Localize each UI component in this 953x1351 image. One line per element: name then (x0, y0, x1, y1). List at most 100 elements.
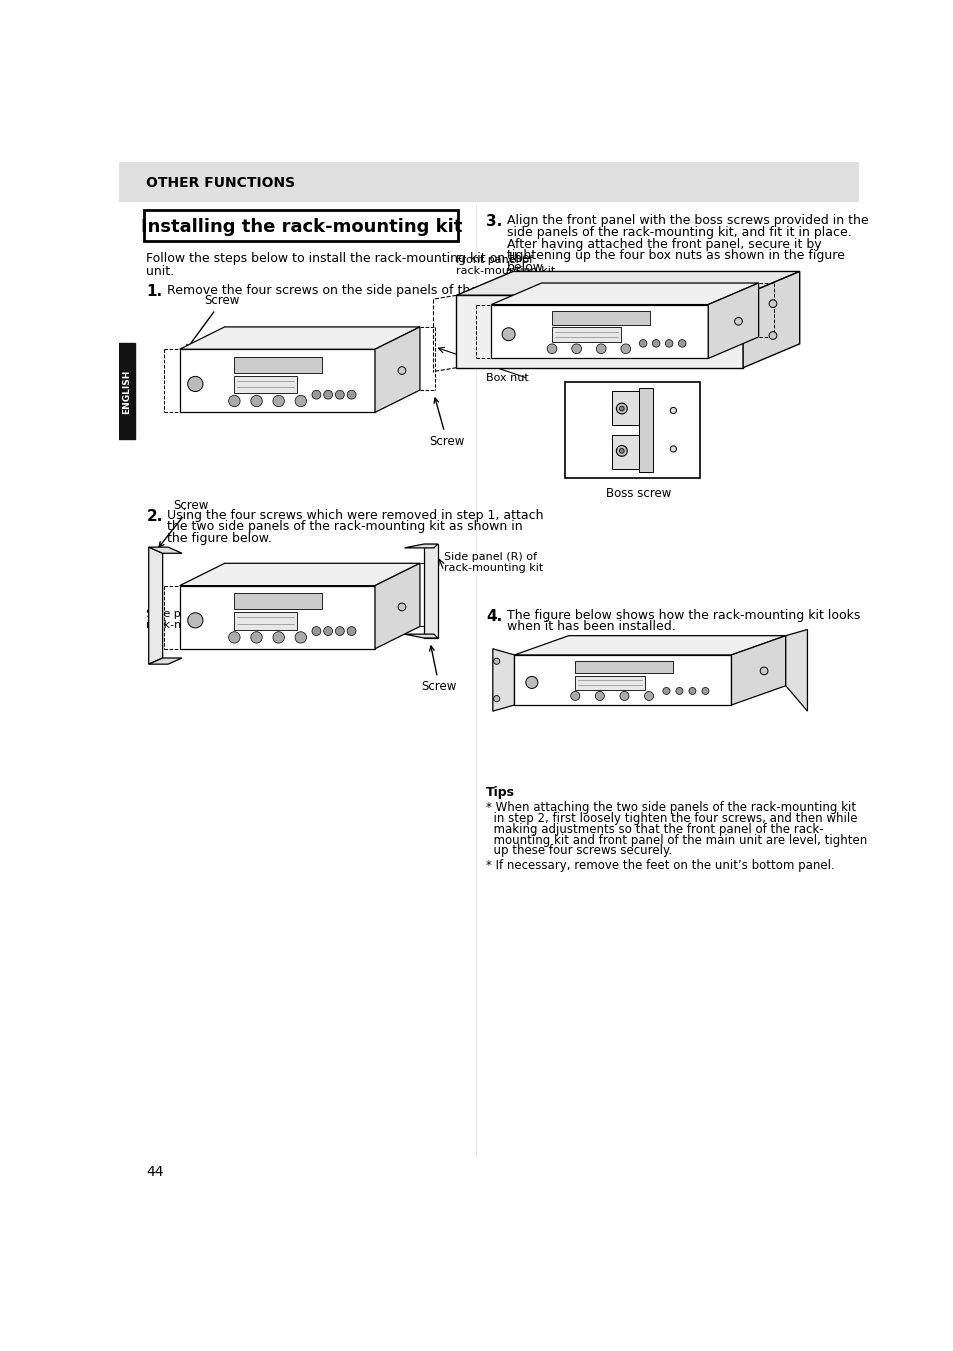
Polygon shape (234, 612, 296, 630)
Circle shape (616, 446, 627, 457)
Polygon shape (149, 658, 182, 665)
Circle shape (616, 403, 627, 413)
Bar (119, 162, 858, 200)
Polygon shape (612, 435, 639, 469)
Circle shape (229, 632, 240, 643)
Circle shape (595, 692, 604, 700)
Polygon shape (404, 634, 437, 638)
Polygon shape (731, 636, 785, 705)
Circle shape (188, 613, 203, 628)
Circle shape (273, 396, 284, 407)
Circle shape (501, 328, 515, 340)
Polygon shape (575, 661, 672, 673)
Circle shape (294, 396, 306, 407)
Circle shape (618, 407, 623, 411)
Circle shape (670, 408, 676, 413)
Circle shape (312, 390, 320, 399)
Text: side panels of the rack-mounting kit, and fit it in place.: side panels of the rack-mounting kit, an… (506, 226, 851, 239)
Text: Side panel (R) of
rack-mounting kit: Side panel (R) of rack-mounting kit (443, 551, 542, 573)
Circle shape (570, 692, 579, 700)
Polygon shape (375, 563, 419, 648)
Text: unit.: unit. (146, 265, 174, 277)
Text: Screw: Screw (159, 500, 209, 547)
Text: Installing the rack-mounting kit: Installing the rack-mounting kit (140, 218, 461, 236)
Circle shape (312, 627, 320, 635)
Circle shape (294, 632, 306, 643)
Circle shape (619, 692, 628, 700)
Circle shape (620, 345, 630, 354)
Circle shape (768, 300, 776, 308)
Text: below.: below. (506, 261, 546, 274)
Polygon shape (639, 388, 653, 471)
Polygon shape (456, 272, 799, 296)
Polygon shape (514, 655, 731, 705)
Text: in step 2, first loosely tighten the four screws, and then while: in step 2, first loosely tighten the fou… (485, 812, 857, 825)
Circle shape (639, 339, 646, 347)
Text: Screw: Screw (186, 295, 240, 350)
Polygon shape (404, 544, 437, 549)
Polygon shape (179, 563, 419, 585)
Text: Using the four screws which were removed in step 1, attach: Using the four screws which were removed… (167, 508, 543, 521)
Polygon shape (491, 304, 707, 358)
Text: Remove the four screws on the side panels of the unit.: Remove the four screws on the side panel… (167, 284, 510, 297)
Text: 3.: 3. (485, 215, 501, 230)
Polygon shape (575, 676, 644, 690)
Text: Box nut: Box nut (485, 373, 528, 384)
Circle shape (675, 688, 682, 694)
Polygon shape (514, 636, 785, 655)
Text: ENGLISH: ENGLISH (122, 369, 132, 413)
Text: Screw: Screw (429, 399, 464, 447)
Polygon shape (149, 547, 162, 665)
Circle shape (229, 396, 240, 407)
Circle shape (768, 331, 776, 339)
Text: Follow the steps below to install the rack-mounting kit on the: Follow the steps below to install the ra… (146, 253, 530, 265)
Circle shape (662, 688, 669, 694)
Circle shape (251, 632, 262, 643)
Polygon shape (375, 327, 419, 412)
Polygon shape (179, 585, 375, 648)
Bar (564, 381, 700, 478)
Circle shape (397, 366, 405, 374)
Polygon shape (234, 376, 296, 393)
Text: the figure below.: the figure below. (167, 532, 272, 544)
Circle shape (188, 377, 203, 392)
Text: when it has been installed.: when it has been installed. (506, 620, 675, 634)
Circle shape (251, 396, 262, 407)
Text: 2.: 2. (146, 508, 163, 524)
Circle shape (273, 632, 284, 643)
Text: Front panel of
rack-mounting kit: Front panel of rack-mounting kit (456, 254, 555, 276)
Text: * When attaching the two side panels of the rack-mounting kit: * When attaching the two side panels of … (485, 801, 855, 815)
Polygon shape (493, 648, 514, 711)
Circle shape (335, 390, 344, 399)
Circle shape (525, 677, 537, 689)
Circle shape (596, 345, 605, 354)
Polygon shape (612, 390, 639, 424)
Text: 44: 44 (146, 1165, 164, 1178)
Circle shape (323, 390, 333, 399)
Polygon shape (707, 282, 758, 358)
Polygon shape (149, 547, 182, 554)
Text: Boss screw: Boss screw (605, 488, 670, 500)
Text: 1.: 1. (146, 284, 162, 299)
Text: mounting kit and front panel of the main unit are level, tighten: mounting kit and front panel of the main… (485, 834, 866, 847)
Circle shape (670, 446, 676, 453)
Circle shape (760, 667, 767, 674)
Polygon shape (179, 349, 375, 412)
Text: the two side panels of the rack-mounting kit as shown in: the two side panels of the rack-mounting… (167, 520, 522, 534)
Polygon shape (552, 327, 620, 342)
Text: OTHER FUNCTIONS: OTHER FUNCTIONS (146, 176, 295, 190)
Text: making adjustments so that the front panel of the rack-: making adjustments so that the front pan… (485, 823, 822, 836)
Text: Side panel (L) of
rack-mounting kit: Side panel (L) of rack-mounting kit (146, 609, 245, 631)
Text: up these four screws securely.: up these four screws securely. (485, 844, 671, 858)
Text: tightening up the four box nuts as shown in the figure: tightening up the four box nuts as shown… (506, 249, 843, 262)
Polygon shape (234, 357, 322, 373)
Circle shape (652, 339, 659, 347)
Polygon shape (552, 311, 649, 324)
Circle shape (664, 339, 672, 347)
Text: Align the front panel with the boss screws provided in the: Align the front panel with the boss scre… (506, 215, 867, 227)
Circle shape (493, 696, 499, 701)
Text: Screw: Screw (421, 646, 456, 693)
Polygon shape (179, 327, 419, 349)
Circle shape (688, 688, 696, 694)
Text: * If necessary, remove the feet on the unit’s bottom panel.: * If necessary, remove the feet on the u… (485, 859, 834, 871)
